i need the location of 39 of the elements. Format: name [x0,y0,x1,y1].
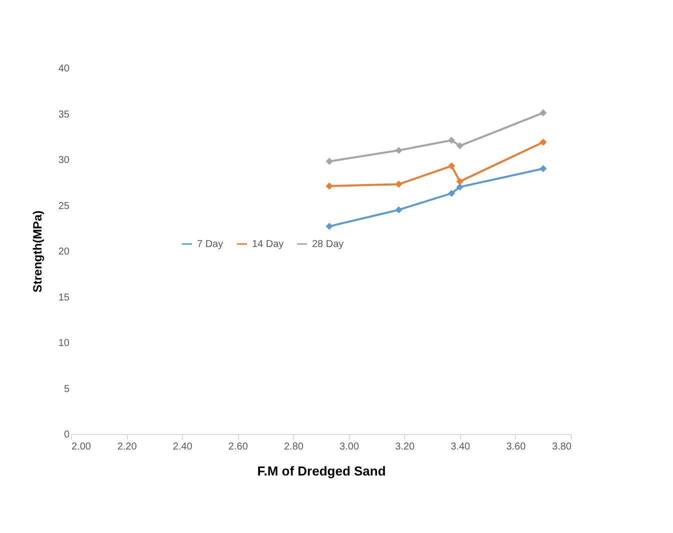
y-tick-label: 10 [58,338,70,349]
x-tick-label: 2.20 [117,442,138,452]
x-tick-label: 3.80 [552,442,572,452]
point [395,180,402,188]
y-tick-label: 30 [58,155,70,166]
y-tick-label: 15 [58,292,70,304]
point [326,158,333,165]
x-tick-label: 2.40 [172,442,193,452]
y-tick-label: 5 [64,384,70,395]
point [395,146,402,154]
point [326,182,333,190]
y-axis-title: Strength(MPa) [30,210,44,292]
x-tick-label: 2.00 [72,442,92,452]
y-tick-label: 20 [58,246,70,258]
point [395,206,402,214]
point [448,136,456,144]
point [326,222,333,230]
x-tick-label: 3.20 [395,442,415,452]
y-tick-label: 35 [58,109,70,120]
x-tick-label: 3.00 [340,442,360,452]
y-tick-label: 40 [58,64,70,74]
point [540,138,547,146]
point [448,162,456,170]
point [540,109,547,116]
point [456,178,464,185]
point [456,183,464,190]
legend-label: 28 Day [312,239,344,250]
y-tick-label: 25 [58,200,70,212]
point [540,165,547,172]
x-tick-label: 2.80 [284,442,304,452]
x-tick-label: 2.60 [228,442,248,452]
y-tick-label: 0 [64,430,70,440]
legend-label: 7 Day [197,239,224,250]
legend-label: 14 Day [252,239,284,250]
point [448,190,456,197]
point [456,142,464,150]
x-axis-title: F.M of Dredged Sand [257,464,386,478]
x-tick-label: 3.60 [506,442,526,452]
x-tick-label: 3.40 [450,442,471,452]
